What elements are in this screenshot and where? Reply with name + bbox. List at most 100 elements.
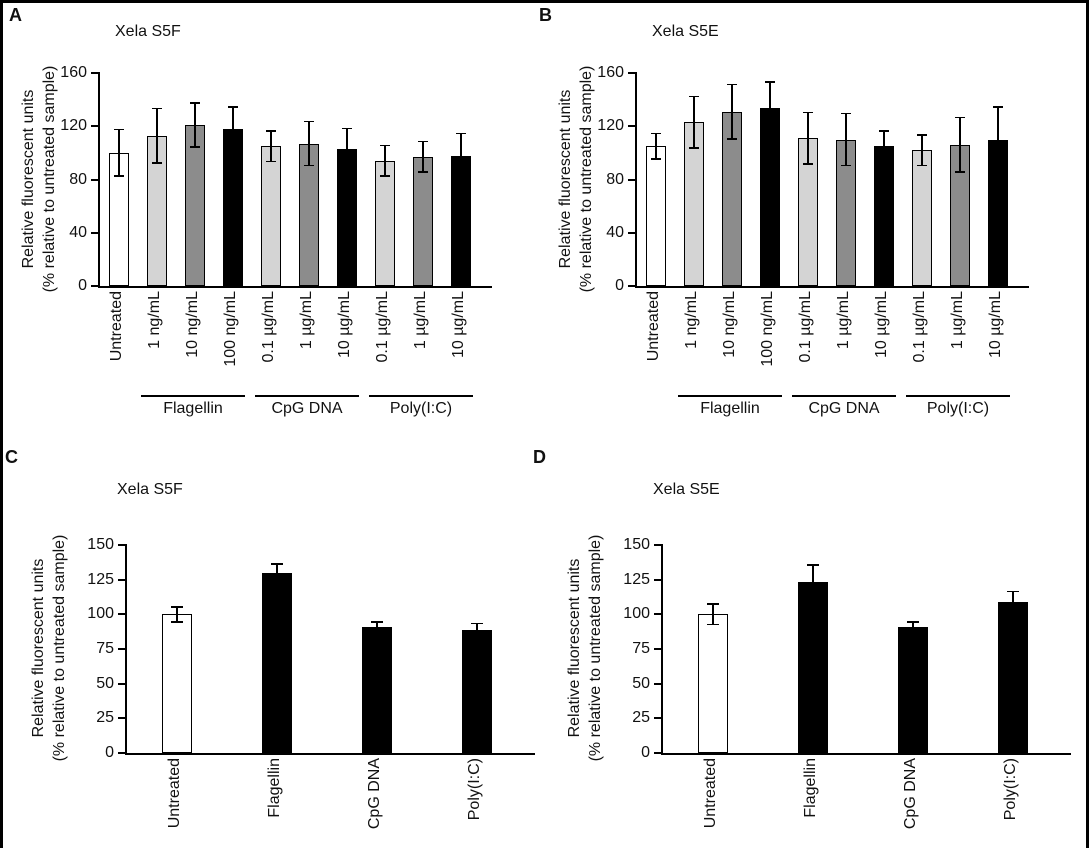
x-tick-label-text: Untreated <box>645 291 662 362</box>
y-tick-label: 40 <box>606 223 624 241</box>
y-tick <box>654 682 663 685</box>
error-bar-line <box>693 95 695 149</box>
bar <box>223 128 243 286</box>
y-tick-label: 50 <box>632 674 650 692</box>
x-tick-label: 1 ng/mL <box>673 291 711 391</box>
y-tick <box>118 578 127 581</box>
error-bar-cap-top <box>727 83 737 86</box>
error-bar-cap-bottom <box>371 630 383 633</box>
error-bar <box>271 563 283 583</box>
bar <box>698 614 728 753</box>
bar-slot <box>427 545 527 753</box>
error-bar-line <box>912 621 914 633</box>
x-tick-label-text: 10 µg/mL <box>336 291 353 359</box>
x-tick-label-text: Flagellin <box>802 758 819 818</box>
error-bar-cap-bottom <box>152 162 162 164</box>
y-axis-label: Relative fluorescent units (% relative to… <box>555 14 597 344</box>
y-tick-label: 75 <box>632 640 650 657</box>
error-bar <box>171 606 183 623</box>
bar <box>261 146 281 286</box>
error-bar-cap-bottom <box>114 175 124 177</box>
y-tick <box>91 125 100 128</box>
error-bar <box>190 102 200 148</box>
x-tick-label-text: Poly(I:C) <box>466 758 483 821</box>
x-tick-label-text: 10 µg/mL <box>450 291 467 359</box>
bar-slot <box>366 73 404 286</box>
error-bar-cap-top <box>807 564 819 566</box>
error-bar-cap-top <box>342 127 352 130</box>
x-tick-label: 10 µg/mL <box>440 291 478 391</box>
error-bar-cap-bottom <box>271 580 283 583</box>
x-tick-label: Poly(I:C) <box>425 758 525 848</box>
error-bar-cap-bottom <box>651 158 661 160</box>
x-tick-label-text: 10 µg/mL <box>987 291 1004 359</box>
error-bar-line <box>276 563 278 583</box>
bar <box>760 107 780 286</box>
x-tick-label: CpG DNA <box>861 758 961 848</box>
bar-slot <box>252 73 290 286</box>
x-tick-label-text: 0.1 µg/mL <box>797 291 814 363</box>
error-bar-cap-top <box>266 130 276 132</box>
bar-slot <box>227 545 327 753</box>
plot-area: 0 40 80 120 160 <box>60 64 492 294</box>
bar-slot <box>713 73 751 286</box>
y-axis-label-line: (% relative to untreated sample) <box>41 65 58 292</box>
error-bar-line <box>460 132 462 179</box>
error-bar-cap-bottom <box>807 598 819 601</box>
bar <box>162 614 192 753</box>
error-bar-cap-top <box>271 563 283 565</box>
y-tick-label: 80 <box>69 170 87 188</box>
error-bar-cap-bottom <box>955 171 965 173</box>
y-tick-label: 0 <box>78 277 87 294</box>
x-tick-label-text: 1 µg/mL <box>835 291 852 350</box>
y-tick <box>118 544 127 546</box>
y-axis-label-line: Relative fluorescent units <box>557 89 574 268</box>
error-bar <box>727 83 737 140</box>
x-tick-label-text: 10 µg/mL <box>873 291 890 359</box>
error-bar-line <box>176 606 178 623</box>
y-tick-label: 25 <box>96 709 114 727</box>
error-bar-cap-bottom <box>841 164 851 167</box>
error-bar-cap-top <box>228 106 238 108</box>
x-tick-label: 10 µg/mL <box>863 291 901 391</box>
bar <box>262 572 292 753</box>
bar-slot <box>763 545 863 753</box>
error-bar <box>1007 590 1019 613</box>
error-bar-line <box>194 102 196 148</box>
error-bar-cap-top <box>689 95 699 98</box>
error-bar-line <box>270 130 272 163</box>
error-bar-cap-top <box>907 621 919 623</box>
y-tick <box>118 717 127 720</box>
error-bar-cap-top <box>380 144 390 147</box>
y-axis-label-line: (% relative to untreated sample) <box>578 65 595 292</box>
error-bar-line <box>118 128 120 177</box>
error-bar-cap-bottom <box>266 160 276 163</box>
error-bar <box>955 116 965 173</box>
bar <box>874 146 894 286</box>
x-tick-label-text: 0.1 µg/mL <box>374 291 391 363</box>
chart-panel-c: Xela S5F Relative fluorescent units (% rel… <box>5 449 545 848</box>
bar-slot <box>328 73 366 286</box>
x-tick-label-text: Untreated <box>108 291 125 362</box>
error-bar <box>841 112 851 167</box>
x-tick-label-text: Flagellin <box>266 758 283 818</box>
bar-slot <box>827 73 865 286</box>
bar-slot <box>290 73 328 286</box>
bar-slot <box>404 73 442 286</box>
y-axis-label: Relative fluorescent units (% relative to… <box>28 483 70 813</box>
error-bar-cap-bottom <box>803 163 813 165</box>
error-bar <box>907 621 919 633</box>
x-tick-label: 1 µg/mL <box>825 291 863 391</box>
error-bar-cap-top <box>651 132 661 135</box>
bar <box>898 626 928 753</box>
y-axis-label-line: Relative fluorescent units <box>20 89 37 268</box>
error-bar-cap-bottom <box>879 160 889 163</box>
chart-panel-d: Xela S5E Relative fluorescent units (% rel… <box>541 449 1081 848</box>
x-tick-label: 1 µg/mL <box>288 291 326 391</box>
y-tick-label: 125 <box>87 570 114 588</box>
y-tick <box>654 648 663 650</box>
error-bar-line <box>422 140 424 173</box>
error-bar-cap-top <box>993 106 1003 108</box>
error-bar <box>707 603 719 626</box>
error-bar-line <box>845 112 847 167</box>
